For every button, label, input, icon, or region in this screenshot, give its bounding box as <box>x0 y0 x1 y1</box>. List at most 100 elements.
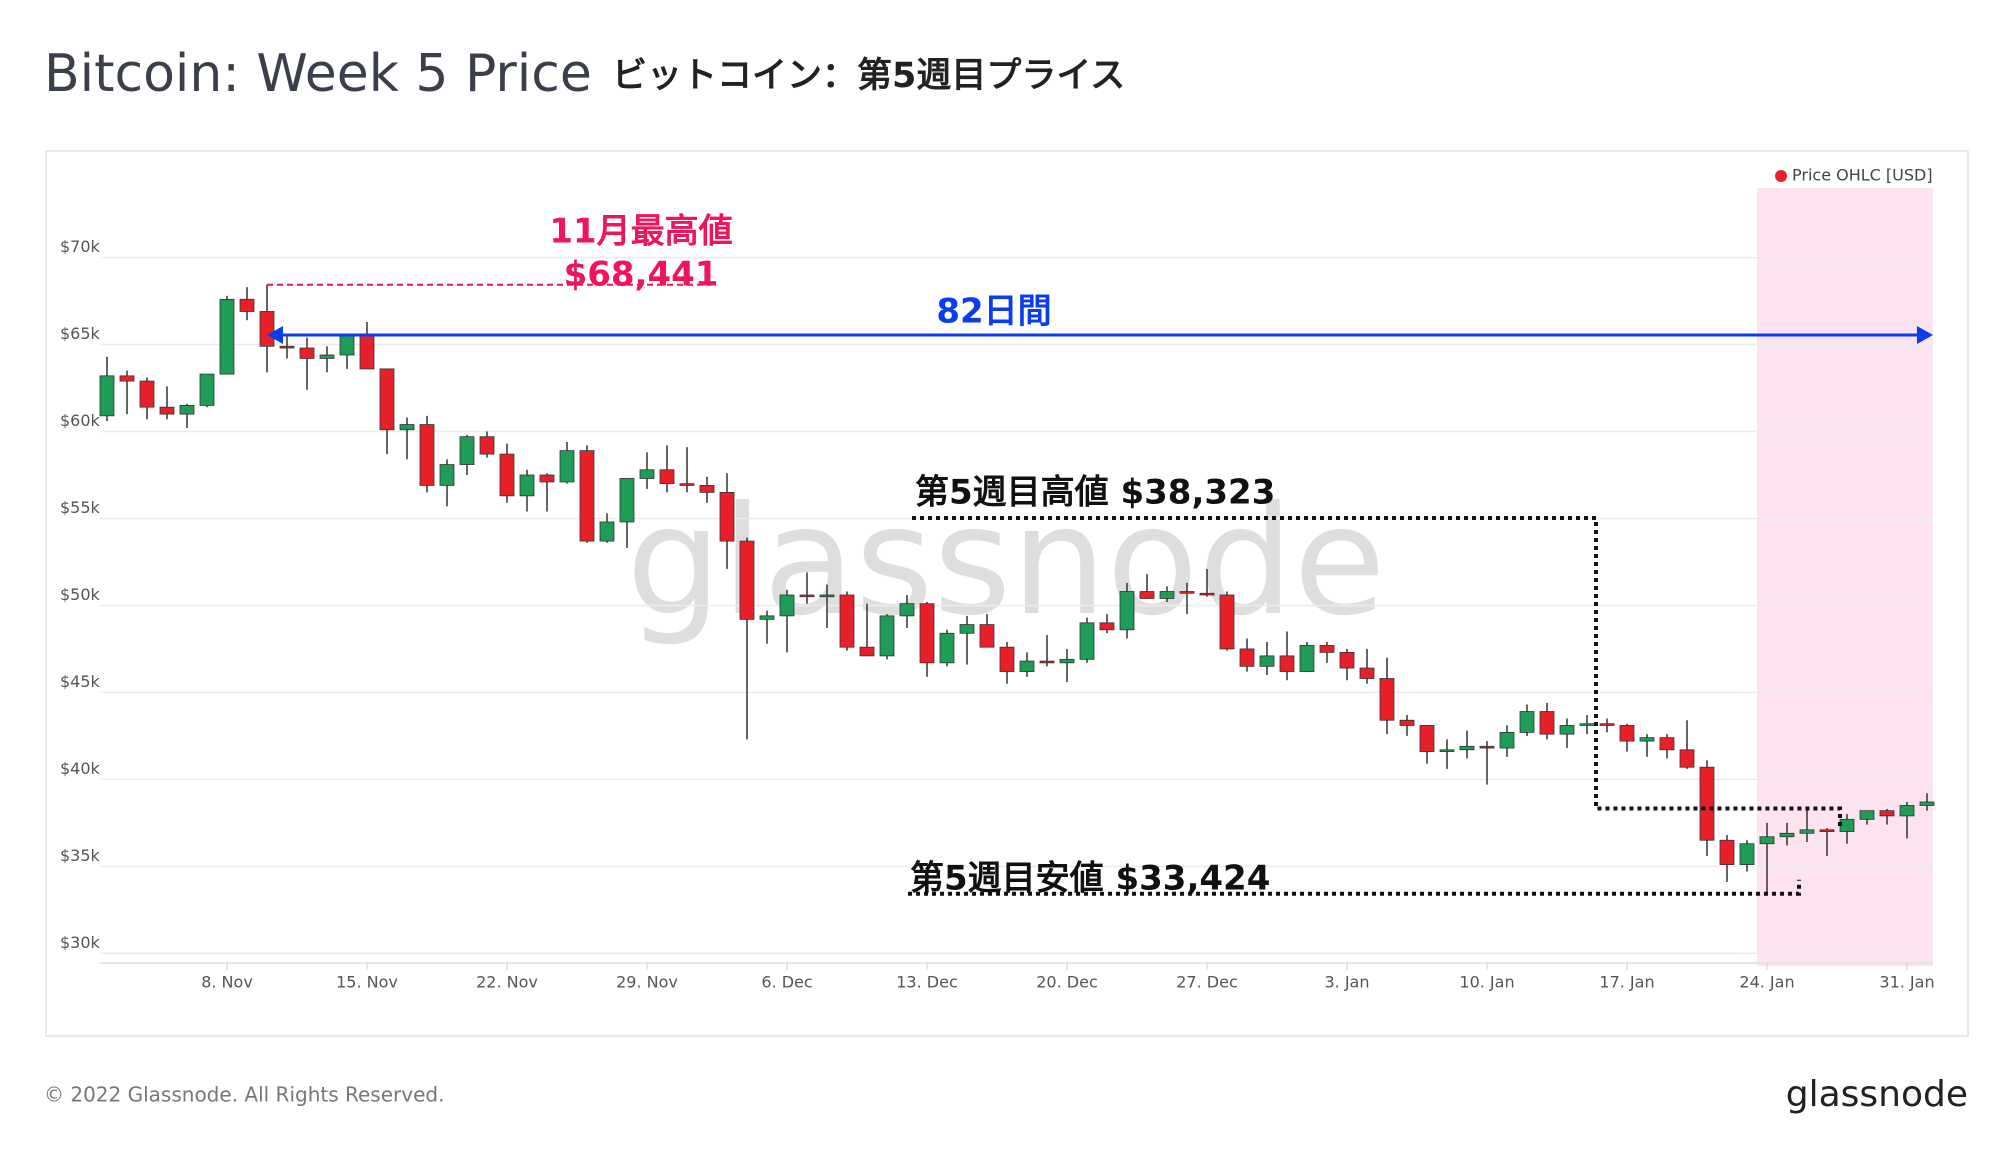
candle-body <box>519 474 535 497</box>
candle-body <box>1159 591 1175 599</box>
footer: © 2022 Glassnode. All Rights Reserved. <box>44 1083 444 1107</box>
candle-body <box>319 354 335 359</box>
candle-body <box>1819 829 1835 832</box>
x-tick-label: 6. Dec <box>761 973 812 992</box>
highlight-region <box>1757 188 1933 966</box>
candle-body <box>99 375 115 417</box>
candle-body <box>1259 655 1275 667</box>
candle-body <box>539 474 555 483</box>
candle-body <box>1379 678 1395 721</box>
candle-body <box>1119 591 1135 631</box>
candle-body <box>959 624 975 634</box>
candle-body <box>359 335 375 370</box>
x-tick-label: 22. Nov <box>476 973 538 992</box>
arrow-head <box>1917 326 1933 344</box>
y-tick-label: $40k <box>60 759 101 778</box>
x-tick-label: 29. Nov <box>616 973 678 992</box>
candle-body <box>199 373 215 406</box>
y-tick-label: $55k <box>60 498 101 517</box>
candle-body <box>139 380 155 408</box>
candle-body <box>1619 725 1635 742</box>
candle-body <box>839 594 855 648</box>
candle-body <box>1839 818 1855 832</box>
y-tick-label: $50k <box>60 585 101 604</box>
candle-body <box>1199 592 1215 596</box>
logo: glassnode <box>1786 1074 1968 1115</box>
candle-body <box>559 450 575 483</box>
chart-title: Bitcoin: Week 5 Price <box>44 44 592 104</box>
candle-body <box>259 311 275 347</box>
candle-body <box>439 464 455 486</box>
week-high-box <box>912 516 1842 827</box>
candle-body <box>1739 843 1755 865</box>
candle-body <box>479 436 495 455</box>
candle-body <box>599 521 615 542</box>
candle-body <box>919 603 935 664</box>
candle-body <box>1559 725 1575 735</box>
candle-body <box>1719 839 1735 865</box>
candle-body <box>1519 711 1535 733</box>
candle-body <box>1579 723 1595 726</box>
candle-body <box>239 298 255 312</box>
week-high-label: 第5週目高値 $38,323 <box>915 473 1275 513</box>
candle-body <box>419 424 435 486</box>
candle-body <box>899 603 915 617</box>
x-tick-label: 20. Dec <box>1036 973 1098 992</box>
candle-body <box>1179 591 1195 594</box>
candle-body <box>299 347 315 359</box>
candle-body <box>1399 719 1415 726</box>
candle-body <box>1899 805 1915 817</box>
candle-body <box>619 478 635 523</box>
candle-body <box>1799 829 1815 834</box>
candle-body <box>339 335 355 356</box>
candle-body <box>219 298 235 375</box>
candle-body <box>179 405 195 415</box>
candle-body <box>1319 645 1335 653</box>
x-tick-label: 27. Dec <box>1176 973 1238 992</box>
candle-body <box>999 646 1015 672</box>
week-low-label: 第5週目安値 $33,424 <box>910 859 1270 899</box>
x-tick-label: 8. Nov <box>201 973 253 992</box>
candle-body <box>939 632 955 664</box>
x-tick-label: 15. Nov <box>336 973 398 992</box>
candle-body <box>1099 622 1115 631</box>
ath-title: 11月最高値 <box>549 212 732 252</box>
y-tick-label: $35k <box>60 846 101 865</box>
candle-body <box>279 345 295 349</box>
y-tick-label: $60k <box>60 411 101 430</box>
candle-body <box>1459 745 1475 751</box>
candle-body <box>399 424 415 431</box>
candle-body <box>879 615 895 657</box>
y-tick-label: $70k <box>60 237 101 256</box>
candle-body <box>1339 652 1355 669</box>
candle-body <box>1219 594 1235 650</box>
candle-body <box>759 615 775 620</box>
candle-body <box>1279 655 1295 672</box>
candle-body <box>1699 766 1715 841</box>
candle-body <box>1079 622 1095 660</box>
candle-body <box>1239 648 1255 667</box>
legend-label: Price OHLC [USD] <box>1792 166 1933 185</box>
x-tick-label: 31. Jan <box>1879 973 1934 992</box>
candle-body <box>1919 801 1935 806</box>
y-tick-label: $30k <box>60 933 101 952</box>
candle-body <box>1639 737 1655 742</box>
candle-body <box>1039 660 1055 664</box>
y-tick-label: $45k <box>60 672 101 691</box>
candle-body <box>799 594 815 598</box>
plot: glassnode$30k$35k$40k$45k$50k$55k$60k$65… <box>60 188 1935 992</box>
y-tick-label: $65k <box>60 324 101 343</box>
candle-body <box>859 646 875 657</box>
candle-body <box>1019 660 1035 672</box>
candle-body <box>1139 591 1155 599</box>
candle-body <box>679 483 695 486</box>
candle-body <box>819 594 835 598</box>
x-tick-label: 3. Jan <box>1324 973 1369 992</box>
candle-body <box>379 368 395 431</box>
duration-label: 82日間 <box>936 292 1051 332</box>
candle-body <box>1439 749 1455 752</box>
candle-body <box>1059 658 1075 664</box>
candle-body <box>979 624 995 648</box>
x-tick-label: 13. Dec <box>896 973 958 992</box>
